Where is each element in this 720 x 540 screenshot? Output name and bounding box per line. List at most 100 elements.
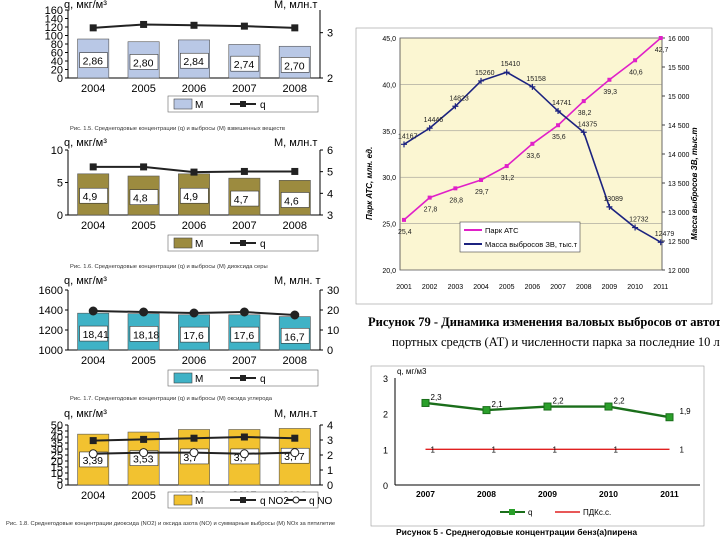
x-tick-label: 2008 — [283, 355, 307, 367]
data-label: 2,1 — [492, 400, 504, 409]
series-point — [478, 77, 485, 84]
line-point — [190, 434, 198, 442]
figure-caption-line2: портных средств (АТ) и численности парка… — [392, 335, 720, 349]
data-label: 42,7 — [655, 47, 669, 54]
left-tick-label: 80 — [51, 39, 63, 51]
series-point — [580, 129, 587, 136]
legend-label-line: q NO2 — [260, 496, 289, 507]
left-tick-label: 45 — [51, 426, 63, 438]
series-point — [426, 125, 433, 132]
x-tick-label: 2007 — [416, 489, 435, 499]
left-tick-label: 160 — [45, 5, 63, 17]
right-tick-label: 16 000 — [668, 36, 690, 43]
bar-label-box — [79, 187, 108, 204]
data-label: 35,6 — [552, 134, 566, 141]
series-point — [632, 224, 639, 231]
x-tick-label: 2007 — [232, 355, 256, 367]
line-point — [189, 308, 199, 318]
bar-label: 4,8 — [133, 193, 148, 205]
line-point — [139, 307, 149, 317]
data-label: 25,4 — [398, 229, 412, 236]
legend-marker — [240, 240, 246, 246]
right-axis-label: М, млн.т — [274, 137, 317, 149]
data-label: 1 — [680, 445, 685, 454]
left-tick-label: 0 — [57, 480, 63, 492]
x-tick-label: 2006 — [182, 83, 206, 95]
bar-label: 17,6 — [234, 330, 255, 342]
line-point — [189, 448, 199, 458]
right-tick-label: 13 500 — [668, 181, 690, 188]
left-tick-label: 40 — [51, 432, 63, 444]
series-point — [421, 398, 430, 407]
left-axis-label: q, мкг/м³ — [64, 275, 107, 287]
x-tick-label: 2005 — [131, 83, 155, 95]
bar-label: 3,53 — [133, 454, 154, 466]
legend-swatch-bars — [173, 237, 193, 249]
x-tick-label: 2006 — [525, 284, 541, 291]
left-tick-label: 20 — [51, 456, 63, 468]
data-label: 2,2 — [553, 397, 565, 406]
chart-c3: 1000 1200 1400 1600 0 10 20 30 q, мкг/м³ М, млн. … — [39, 275, 340, 402]
chart-c2: 0 5 10 3 4 5 6 q, мкг/м³ М, млн.т 4,9 4,8 4,9 4,7 4,6… — [51, 137, 333, 270]
right-tick-label: 0 — [327, 480, 333, 492]
line-point — [89, 163, 97, 171]
right-tick-label: 4 — [327, 188, 333, 200]
left-axis-label: Парк АТС, млн. ед. — [365, 147, 374, 220]
x-tick-label: 2005 — [131, 355, 155, 367]
data-label: 1 — [492, 445, 497, 454]
left-tick-label: 1000 — [39, 345, 63, 357]
right-tick-label: 3 — [327, 210, 333, 222]
line-point — [88, 306, 98, 316]
left-tick-label: 35,0 — [382, 129, 396, 136]
chart-frame — [370, 365, 705, 527]
line-point — [89, 437, 97, 445]
data-label: 1 — [431, 445, 436, 454]
right-tick-label: 0 — [327, 345, 333, 357]
legend-marker — [509, 509, 515, 515]
right-tick-label: 20 — [327, 305, 339, 317]
left-tick-label: 140 — [45, 14, 63, 26]
figure-caption: Рис. 1.6. Среднегодовые концентрации (q)… — [70, 264, 268, 270]
left-tick-label: 15 — [51, 462, 63, 474]
series-point — [604, 402, 613, 411]
y-tick-label: 2 — [383, 410, 388, 420]
y-tick-label: 1 — [383, 445, 388, 455]
right-tick-label: 2 — [327, 450, 333, 462]
right-tick-label: 3 — [327, 435, 333, 447]
right-tick-label: 5 — [327, 167, 333, 179]
bar-label: 2,86 — [83, 56, 104, 68]
bar-label-box — [230, 326, 260, 343]
left-tick-label: 10 — [51, 145, 63, 157]
right-axis-label: М, млн. т — [274, 275, 320, 287]
data-label: 39,3 — [603, 89, 617, 96]
legend-label-line: q — [260, 239, 266, 250]
y-axis-label: q, мг/м3 — [397, 367, 427, 376]
data-label: 15410 — [501, 61, 521, 68]
left-tick-label: 20 — [51, 65, 63, 77]
x-tick-label: 2004 — [473, 284, 489, 291]
series-point — [606, 203, 613, 210]
bar-label: 4,7 — [234, 194, 249, 206]
left-tick-label: 40 — [51, 56, 63, 68]
left-tick-label: 35 — [51, 438, 63, 450]
x-tick-label: 2001 — [396, 284, 412, 291]
bar-label-box — [129, 189, 159, 205]
right-axis-label: М, млн.т — [274, 408, 317, 420]
bar-label-box — [129, 54, 159, 70]
x-tick-label: 2007 — [232, 83, 256, 95]
legend-swatch-bars — [173, 98, 193, 110]
x-tick-label: 2007 — [550, 284, 566, 291]
data-label: 2,2 — [614, 397, 626, 406]
bar-label-box — [280, 57, 310, 73]
left-tick-label: 1200 — [39, 325, 63, 337]
legend-label-line2: q NO — [309, 496, 333, 507]
series-point — [401, 141, 407, 148]
series-point — [452, 103, 459, 110]
bar-label-box — [180, 326, 209, 343]
right-tick-label: 14 000 — [668, 152, 690, 159]
series-point — [658, 36, 663, 40]
right-tick-label: 30 — [327, 285, 339, 297]
line-point — [240, 22, 248, 30]
data-label: 28,8 — [449, 197, 463, 204]
